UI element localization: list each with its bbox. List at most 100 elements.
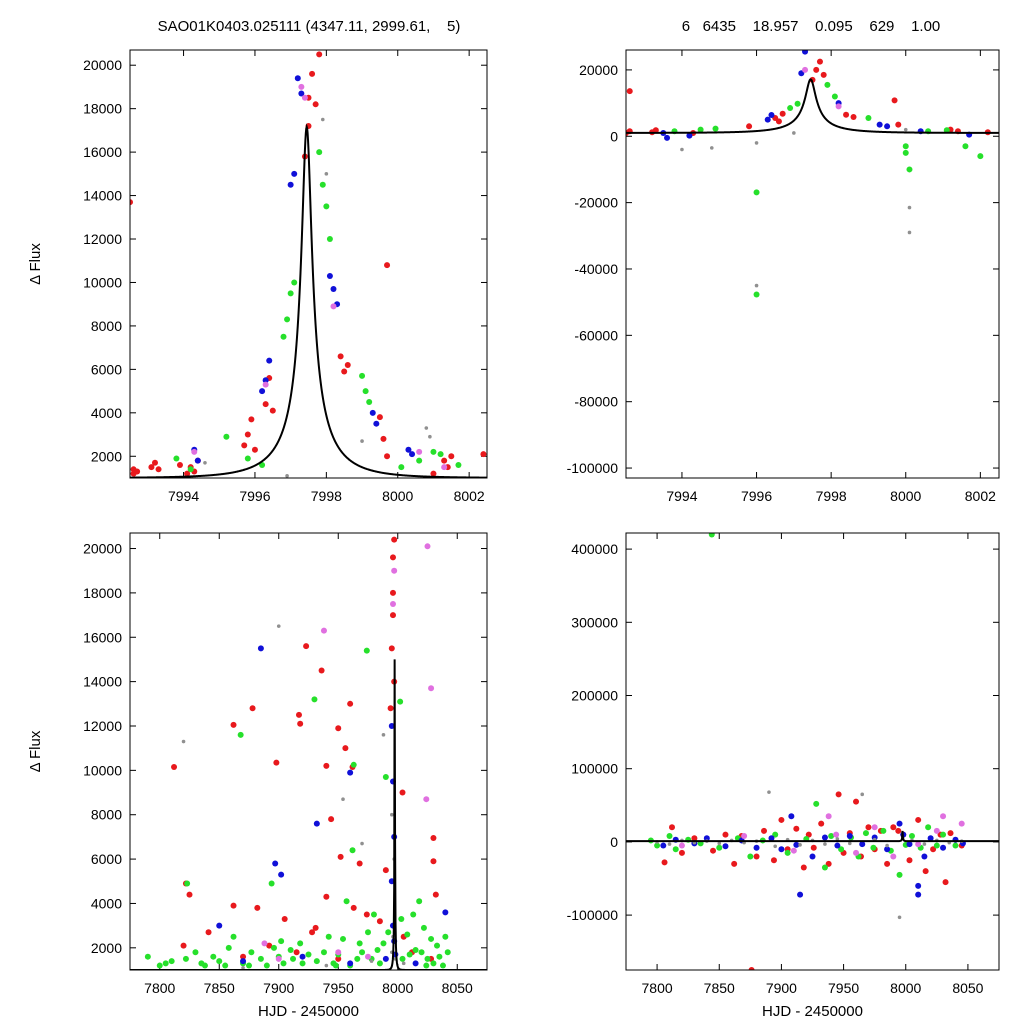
- data-point-red: [669, 824, 675, 831]
- data-point-gray: [922, 842, 927, 846]
- data-point-red: [391, 536, 398, 543]
- data-point-green: [772, 831, 779, 838]
- y-tick-label: 6000: [91, 851, 122, 867]
- data-point-blue: [272, 860, 279, 867]
- data-point-red: [865, 824, 872, 831]
- data-point-red: [350, 904, 357, 911]
- data-point-gray: [835, 837, 840, 841]
- data-points: [144, 536, 451, 970]
- data-point-blue: [906, 841, 913, 848]
- data-point-blue: [664, 134, 671, 141]
- header-left-label: SAO01K0403.025111 (4347.11, 2999.61, 5): [158, 18, 461, 35]
- data-point-magenta: [301, 94, 308, 101]
- x-tick-label: 7998: [311, 488, 342, 504]
- y-tick-label: 20000: [83, 541, 122, 557]
- data-point-magenta: [853, 849, 860, 856]
- data-point-red: [376, 918, 383, 925]
- x-tick-label: 7950: [323, 980, 354, 996]
- data-point-blue: [388, 722, 395, 729]
- data-point-green: [311, 696, 318, 703]
- data-point-gray: [754, 141, 759, 145]
- data-point-blue: [262, 377, 269, 384]
- data-point-green: [708, 533, 715, 538]
- data-point-green: [437, 451, 444, 458]
- data-point-red: [337, 353, 344, 360]
- x-tick-label: 7900: [766, 980, 797, 996]
- data-point-gray: [823, 842, 827, 846]
- data-point-red: [626, 88, 633, 95]
- data-point-blue: [915, 882, 922, 889]
- data-point-red: [775, 118, 782, 125]
- data-point-red: [380, 435, 387, 442]
- data-point-blue: [240, 958, 247, 965]
- y-axis-label: Δ Flux: [27, 730, 44, 772]
- data-point-green: [428, 935, 435, 942]
- data-point-red: [891, 97, 898, 104]
- data-point-green: [223, 433, 230, 440]
- data-point-red: [942, 879, 949, 886]
- data-point-green: [323, 203, 330, 210]
- data-point-magenta: [391, 567, 398, 574]
- data-point-red: [448, 453, 455, 460]
- data-point-red: [884, 860, 891, 867]
- data-point-red: [269, 407, 276, 414]
- data-point-magenta: [424, 543, 431, 550]
- data-point-magenta: [423, 796, 430, 803]
- data-point-green: [222, 962, 229, 969]
- data-point-green: [940, 831, 947, 838]
- data-point-green: [210, 953, 217, 960]
- data-point-blue: [369, 409, 376, 416]
- data-point-green: [230, 933, 237, 940]
- data-point-red: [813, 66, 820, 73]
- data-point-green: [198, 960, 205, 967]
- model-curve: [130, 659, 487, 970]
- data-point-magenta: [802, 66, 809, 73]
- data-point-blue: [753, 844, 760, 851]
- data-point-green: [902, 143, 909, 150]
- data-point-green: [430, 448, 437, 455]
- data-point-green: [784, 849, 791, 856]
- y-tick-label: 14000: [83, 674, 122, 690]
- x-tick-label: 7850: [704, 980, 735, 996]
- data-point-green: [821, 864, 828, 871]
- data-point-red: [853, 798, 860, 805]
- data-point-red: [388, 645, 395, 652]
- data-point-red: [205, 929, 212, 936]
- data-point-blue: [797, 891, 804, 898]
- data-point-magenta: [940, 813, 947, 820]
- data-point-blue: [722, 843, 729, 850]
- data-point-blue: [778, 846, 785, 853]
- data-point-red: [770, 857, 777, 864]
- data-point-red: [895, 827, 902, 834]
- data-point-green: [794, 100, 801, 107]
- x-tick-label: 8002: [454, 488, 485, 504]
- data-point-red: [810, 844, 817, 851]
- data-point-gray: [424, 426, 429, 430]
- data-point-red: [384, 453, 391, 460]
- model-curve: [626, 78, 999, 134]
- y-tick-label: -100000: [567, 907, 619, 923]
- data-point-green: [370, 911, 377, 918]
- data-point-blue: [266, 357, 273, 364]
- y-tick-label: 16000: [83, 629, 122, 645]
- data-point-gray: [767, 790, 771, 794]
- data-point-green: [398, 464, 405, 471]
- x-tick-label: 7994: [168, 488, 199, 504]
- y-tick-label: 18000: [83, 101, 122, 117]
- data-point-blue: [278, 871, 285, 878]
- data-point-red: [850, 114, 857, 121]
- x-tick-label: 8000: [890, 488, 921, 504]
- data-point-green: [313, 958, 320, 965]
- y-tick-label: 2000: [91, 448, 122, 464]
- data-point-green: [366, 398, 373, 405]
- data-point-red: [297, 720, 304, 727]
- data-point-green: [666, 833, 673, 840]
- data-point-red: [710, 847, 717, 854]
- data-point-red: [309, 70, 316, 77]
- x-tick-label: 8000: [382, 980, 413, 996]
- data-point-green: [962, 143, 969, 150]
- data-point-red: [251, 446, 258, 453]
- data-point-blue: [412, 960, 419, 967]
- x-tick-label: 7996: [741, 488, 772, 504]
- data-point-magenta: [262, 381, 269, 388]
